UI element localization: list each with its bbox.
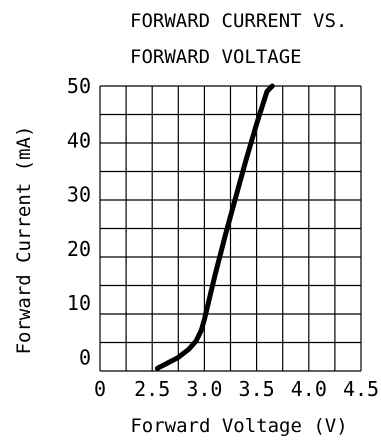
x-tick-label: 3.0 — [186, 377, 222, 401]
x-tick-label: 4.0 — [291, 377, 327, 401]
y-tick-label: 10 — [67, 291, 91, 315]
y-tick-label: 20 — [67, 237, 91, 261]
x-tick-label: 4.5 — [343, 377, 379, 401]
chart-title-line-1: FORWARD CURRENT VS. — [130, 10, 347, 32]
y-axis-label: Forward Current (mA) — [13, 126, 35, 355]
chart-title-line-2: FORWARD VOLTAGE — [130, 46, 302, 68]
y-tick-labels: 50 40 30 20 10 0 — [67, 74, 91, 369]
x-tick-labels: 0 2.5 3.0 3.5 4.0 4.5 — [94, 377, 379, 401]
x-tick-label: 3.5 — [239, 377, 275, 401]
x-axis-label: Forward Voltage (V) — [130, 415, 347, 437]
x-tick-label: 2.5 — [134, 377, 170, 401]
series-line — [154, 83, 275, 371]
grid-lines — [99, 85, 362, 372]
y-tick-label: 50 — [67, 74, 91, 98]
x-tick-label: 0 — [94, 377, 106, 401]
data-series — [154, 83, 275, 371]
y-tick-label: 0 — [79, 345, 91, 369]
y-tick-label: 30 — [67, 183, 91, 207]
y-tick-label: 40 — [67, 128, 91, 152]
